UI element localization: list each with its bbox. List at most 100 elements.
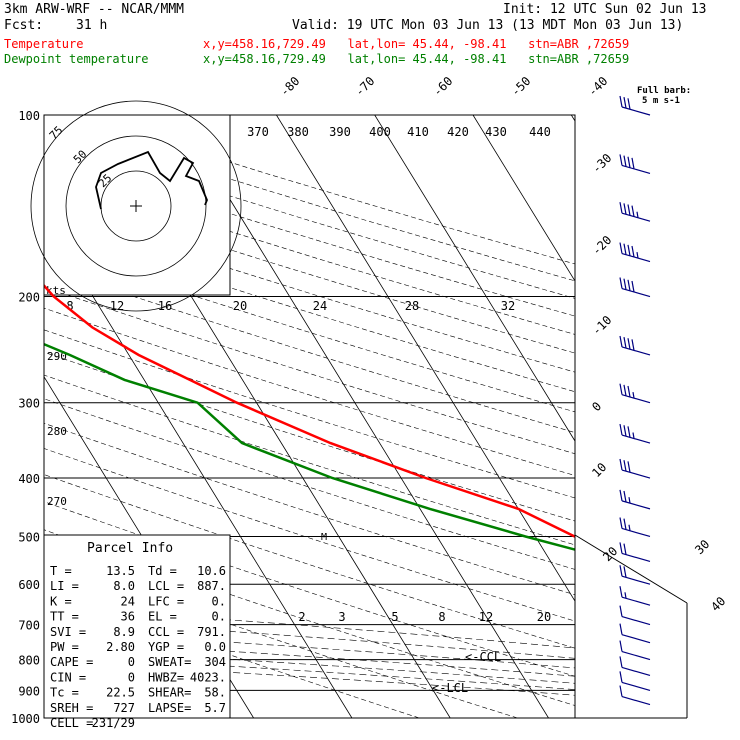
parcel-key: CELL = — [50, 716, 93, 730]
theta-label: 420 — [447, 125, 469, 139]
wind-barb-shaft — [621, 346, 651, 356]
wind-barb-shaft — [621, 650, 651, 661]
isotherm-line — [670, 115, 740, 718]
wind-barb-flag — [619, 242, 623, 254]
parcel-value: 0 — [128, 670, 135, 684]
wind-barb — [619, 565, 651, 585]
dewpoint-station-info: x,y=458.16,729.49 lat,lon= 45.44, -98.41… — [203, 52, 630, 66]
parcel-key: LFC = — [148, 594, 184, 608]
parcel-box-frame — [43, 534, 231, 719]
parcel-key: HWBZ= — [148, 670, 184, 684]
wind-barb-flag — [623, 384, 627, 396]
barb-region-line — [574, 534, 688, 604]
wind-barb-half — [636, 211, 639, 218]
dry-adiabat — [44, 398, 575, 570]
wind-barb-flag — [631, 339, 635, 351]
grid-lines — [44, 115, 740, 718]
theta-label: 400 — [369, 125, 391, 139]
pressure-label: 600 — [18, 578, 40, 592]
isotherm-line — [472, 115, 575, 282]
parcel-key: K = — [50, 594, 72, 608]
wind-barb-flag — [623, 278, 627, 290]
isotherm-label: -80 — [277, 74, 302, 99]
wind-barb-flag — [619, 586, 623, 598]
parcel-value: 0. — [212, 610, 226, 624]
theta-label: 290 — [47, 350, 67, 363]
wind-barb-flag — [623, 460, 627, 472]
theta-label: 380 — [287, 125, 309, 139]
hodograph-speed-label: 12 — [110, 299, 124, 313]
theta-label: 280 — [47, 425, 67, 438]
parcel-value: 791. — [197, 625, 226, 639]
theta-label: 270 — [47, 495, 67, 508]
wind-barb-flag — [623, 543, 627, 555]
wind-barb-shaft — [621, 616, 651, 626]
parcel-value: 5.7 — [204, 701, 226, 715]
plot-frame — [43, 114, 576, 719]
wind-barb-shaft — [621, 106, 651, 116]
parcel-key: CIN = — [50, 670, 86, 684]
wind-barb-flag — [623, 203, 627, 215]
wind-barb-flag — [627, 461, 631, 473]
wind-barb — [619, 685, 651, 706]
wind-barb-shaft — [621, 634, 651, 644]
wind-barb — [619, 623, 651, 644]
mixing-ratio-line — [663, 584, 740, 718]
hodograph-box — [43, 114, 231, 296]
wind-barb-flag — [631, 280, 635, 293]
wind-barb-shaft — [621, 575, 651, 585]
wind-barb — [619, 383, 651, 404]
dry-adiabat — [44, 266, 575, 433]
pressure-label: 200 — [18, 291, 40, 305]
wind-barb-half — [624, 592, 627, 599]
hodograph-center — [130, 200, 142, 212]
wind-barb-flag — [627, 156, 631, 168]
parcel-key: T = — [50, 564, 72, 578]
wind-barb-shaft — [621, 681, 651, 691]
parcel-value: 0 — [128, 655, 135, 669]
wind-barb-flag — [631, 245, 635, 258]
parcel-key: LCL = — [148, 579, 184, 593]
hodograph-trace — [95, 150, 208, 210]
wind-barb — [619, 586, 651, 606]
wind-barb-flag — [623, 243, 627, 255]
sounding-series — [44, 283, 575, 551]
wind-barb — [619, 489, 651, 510]
parcel-value: 13.5 — [106, 564, 135, 578]
parcel-value: 727 — [113, 701, 135, 715]
forecast-label: Fcst: — [4, 18, 44, 33]
wind-barb-flag — [619, 202, 623, 214]
isotherm-label: 0 — [589, 399, 604, 414]
isotherm-label: -10 — [589, 313, 614, 338]
parcel-value: 887. — [197, 579, 226, 593]
wind-barb-shaft — [621, 527, 651, 538]
parcel-value: 2.80 — [106, 640, 135, 654]
wind-barb-flag — [623, 155, 627, 167]
parcel-key: CAPE = — [50, 655, 93, 669]
hodograph-ring — [30, 100, 242, 312]
parcel-key: LAPSE= — [148, 701, 191, 715]
pressure-label: 800 — [18, 654, 40, 668]
wind-barb-flag — [619, 542, 623, 554]
isotherm-label: -50 — [508, 74, 533, 99]
wind-barb-flag — [619, 685, 623, 697]
mixing-ratio-label: 12 — [479, 610, 493, 624]
wind-barb-flag — [623, 490, 627, 503]
hodograph-speed-label: 24 — [313, 299, 327, 313]
parcel-key: SWEAT= — [148, 655, 191, 669]
wind-barb — [619, 202, 651, 222]
mixing-ratio-label: 3 — [338, 610, 345, 624]
dry-adiabat — [44, 246, 575, 413]
isotherm-label: 10 — [589, 460, 609, 480]
wind-barb — [619, 517, 651, 538]
wind-barb-flag — [627, 244, 631, 256]
mixing-ratio-label: 8 — [438, 610, 445, 624]
temperature-legend: Temperature — [4, 37, 84, 51]
pressure-label: 700 — [18, 619, 40, 633]
theta-label: 410 — [407, 125, 429, 139]
pressure-label: 400 — [18, 472, 40, 486]
isotherm-line — [570, 115, 575, 122]
parcel-key: LI = — [50, 579, 79, 593]
dry-adiabat — [44, 474, 575, 649]
